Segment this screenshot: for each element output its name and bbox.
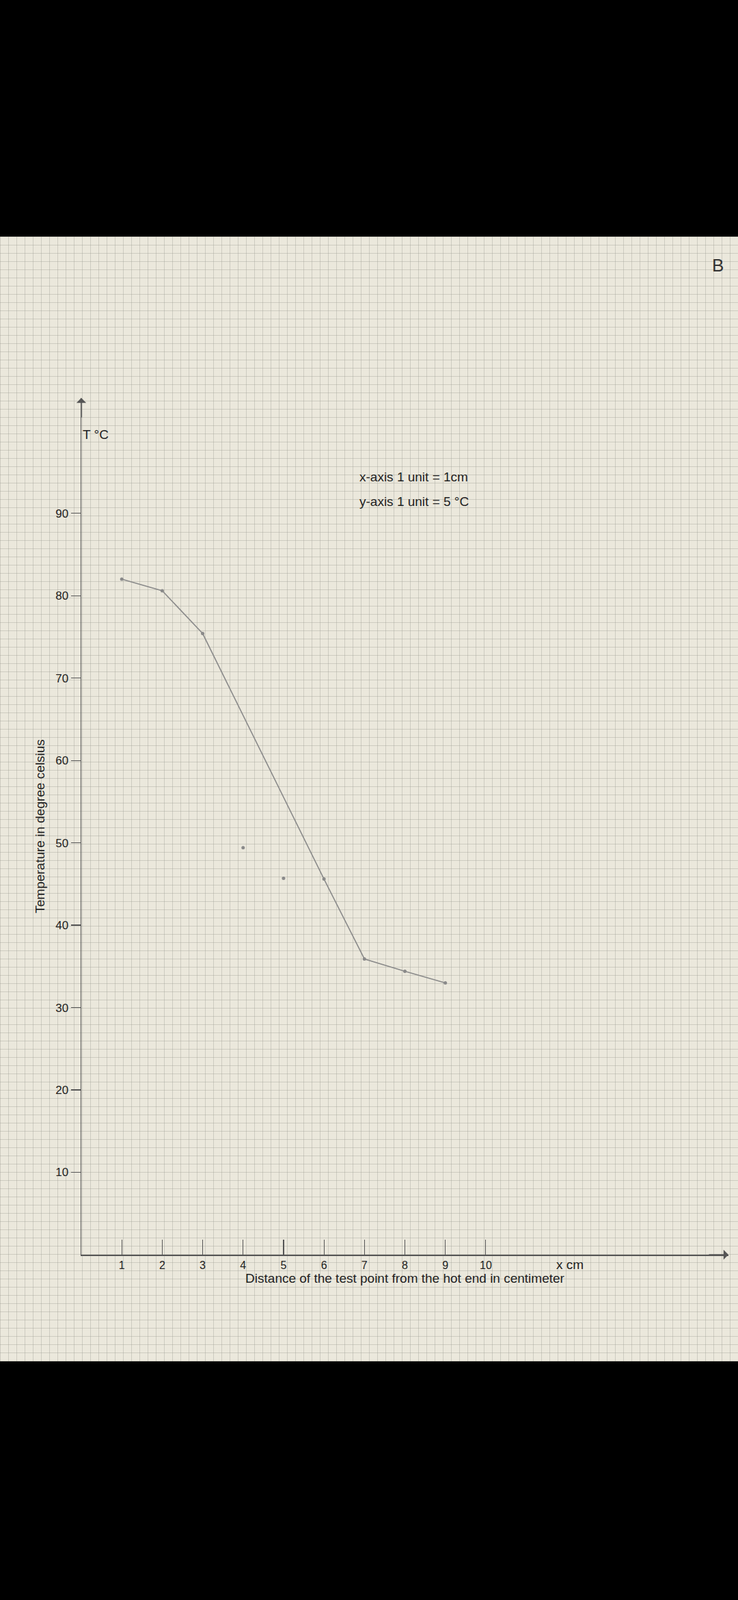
svg-text:90: 90 bbox=[55, 507, 69, 521]
svg-text:T °C: T °C bbox=[82, 427, 109, 442]
svg-text:1: 1 bbox=[118, 1258, 126, 1271]
svg-text:x-axis 1 unit = 1cm: x-axis 1 unit = 1cm bbox=[359, 469, 469, 484]
svg-text:Distance of the test point fro: Distance of the test point from the hot … bbox=[245, 1270, 565, 1285]
svg-text:30: 30 bbox=[55, 1001, 69, 1015]
svg-text:y-axis 1 unit = 5 °C: y-axis 1 unit = 5 °C bbox=[359, 494, 469, 509]
svg-text:3: 3 bbox=[199, 1258, 206, 1271]
svg-text:x cm: x cm bbox=[556, 1256, 584, 1271]
svg-text:10: 10 bbox=[479, 1258, 492, 1271]
svg-text:Temperature in degree celsius: Temperature in degree celsius bbox=[32, 738, 48, 913]
svg-text:6: 6 bbox=[321, 1258, 328, 1271]
svg-text:20: 20 bbox=[55, 1083, 69, 1097]
svg-text:50: 50 bbox=[55, 836, 69, 850]
svg-text:60: 60 bbox=[55, 753, 69, 767]
svg-text:B: B bbox=[712, 254, 724, 276]
svg-text:40: 40 bbox=[55, 918, 69, 932]
svg-text:4: 4 bbox=[239, 1258, 246, 1271]
svg-text:9: 9 bbox=[442, 1258, 449, 1271]
svg-text:7: 7 bbox=[361, 1258, 368, 1271]
svg-text:10: 10 bbox=[55, 1165, 69, 1179]
svg-text:2: 2 bbox=[159, 1258, 166, 1271]
svg-text:80: 80 bbox=[55, 589, 69, 603]
svg-text:70: 70 bbox=[55, 671, 69, 685]
svg-text:8: 8 bbox=[401, 1258, 408, 1271]
svg-text:5: 5 bbox=[280, 1258, 287, 1271]
